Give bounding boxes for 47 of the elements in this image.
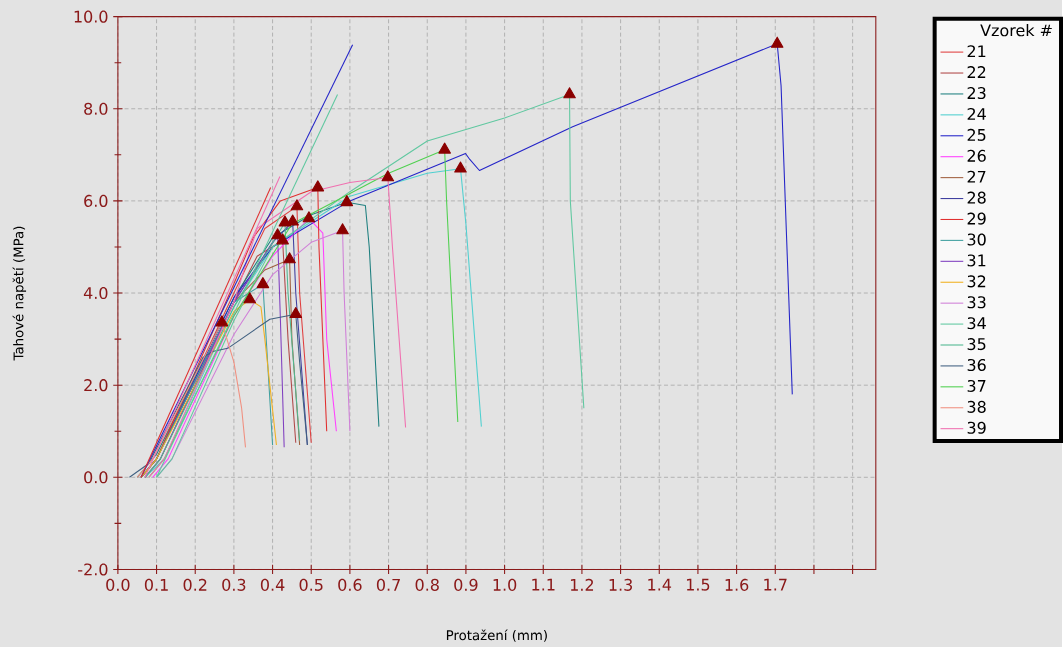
- legend-label: 38: [967, 400, 986, 413]
- legend-label: 21: [967, 45, 986, 57]
- y-axis-title: Tahové napětí (MPa): [12, 226, 27, 361]
- x-tick-label: 1.6: [725, 578, 749, 591]
- x-tick-label: 0.1: [144, 578, 168, 591]
- y-tick-label: 6.0: [84, 194, 108, 207]
- legend-label: 31: [967, 254, 986, 267]
- legend-label: 26: [967, 149, 986, 162]
- x-tick-label: 1.1: [532, 578, 555, 591]
- x-tick-label: 0.6: [338, 578, 362, 591]
- legend-label: 36: [967, 358, 986, 371]
- legend-title: Vzorek #: [980, 23, 1052, 37]
- x-tick-label: 1.0: [493, 578, 517, 591]
- x-tick-label: 0.9: [454, 578, 478, 591]
- legend-label: 32: [967, 275, 986, 288]
- x-tick-label: 0.5: [299, 578, 323, 591]
- x-tick-label: 0.3: [222, 578, 246, 591]
- legend-label: 29: [967, 212, 986, 225]
- y-tick-label: 0.0: [84, 471, 108, 484]
- legend-label: 28: [967, 191, 986, 204]
- x-axis-title: Protažení (mm): [446, 629, 547, 642]
- x-tick-label: 1.7: [764, 578, 787, 591]
- x-tick-label: 1.5: [686, 578, 710, 591]
- y-tick-label: 10.0: [74, 10, 108, 23]
- x-tick-label: 1.3: [609, 578, 633, 591]
- y-tick-label: 8.0: [84, 102, 108, 115]
- y-tick-label: 2.0: [84, 378, 108, 392]
- legend-label: 33: [967, 296, 986, 309]
- x-tick-label: 0.0: [106, 578, 130, 591]
- x-tick-label: 0.2: [183, 578, 207, 591]
- y-tick-label: -2.0: [78, 563, 108, 576]
- y-tick-label: 4.0: [83, 286, 108, 299]
- legend-label: 24: [967, 107, 986, 120]
- legend-label: 30: [967, 233, 986, 246]
- legend-label: 37: [967, 379, 986, 392]
- legend-label: 23: [967, 86, 986, 99]
- legend-label: 34: [967, 316, 986, 330]
- legend-label: 27: [967, 170, 986, 183]
- legend-label: 35: [967, 337, 986, 350]
- x-tick-label: 0.4: [260, 578, 285, 591]
- x-tick-label: 1.2: [570, 578, 594, 591]
- x-tick-label: 0.7: [376, 578, 400, 591]
- x-tick-label: 1.4: [648, 578, 672, 591]
- legend-label: 25: [967, 128, 986, 141]
- x-tick-label: 0.8: [415, 578, 439, 591]
- legend-label: 22: [967, 65, 986, 78]
- legend-label: 39: [967, 421, 986, 434]
